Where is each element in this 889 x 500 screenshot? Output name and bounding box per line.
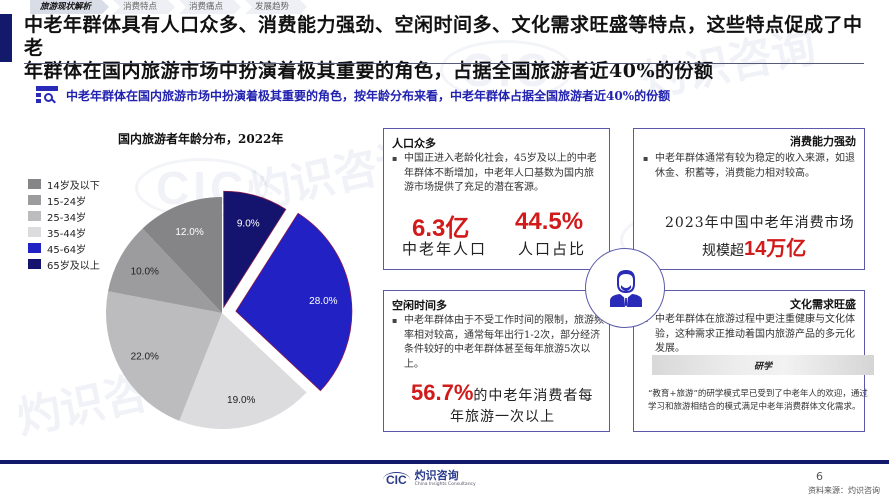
title-accent-bar bbox=[0, 14, 12, 62]
tab-trends[interactable]: 发展趋势 bbox=[245, 0, 307, 14]
pie-slice-label: 19.0% bbox=[227, 395, 255, 406]
tab-consumption-features[interactable]: 消费特点 bbox=[113, 0, 175, 14]
stat-share-value: 44.5% bbox=[515, 208, 584, 235]
card-leisure-title: 空闲时间多 bbox=[392, 299, 447, 312]
title-line-1: 中老年群体具有人口众多、消费能力强劲、空闲时间多、文化需求旺盛等特点，这些特点促… bbox=[24, 14, 863, 59]
legend-item: 25-34岁 bbox=[28, 208, 100, 224]
elderly-person-icon bbox=[610, 270, 642, 307]
card-leisure-body: 中老年群体由于不受工作时间的限制，旅游频率相对较高，通常每年出行1-2次，部分经… bbox=[392, 314, 604, 372]
logo-en: China Insights Consultancy bbox=[414, 482, 476, 487]
footer-divider bbox=[0, 460, 889, 464]
legend-label: 14岁及以下 bbox=[47, 180, 100, 192]
stat-share-label: 人口占比 bbox=[518, 240, 587, 258]
tab-pain-points[interactable]: 消费痛点 bbox=[179, 0, 241, 14]
legend-label: 65岁及以上 bbox=[47, 260, 100, 272]
legend-item: 15-24岁 bbox=[28, 192, 100, 208]
pie-slice bbox=[108, 228, 222, 313]
page-number: 6 bbox=[816, 470, 823, 483]
card-culture-body: 中老年群体在旅游过程中更注重健康与文化体验，这种需求正推动着国内旅游产品的多元化… bbox=[643, 313, 861, 357]
legend-swatch bbox=[28, 179, 41, 189]
pie-slice-label: 22.0% bbox=[131, 351, 159, 362]
legend-item: 35-44岁 bbox=[28, 224, 100, 240]
pie-slice bbox=[235, 212, 353, 392]
card-spending-body: 中老年群体通常有较为稳定的收入来源，如退休金、积蓄等，消费能力相对较高。 bbox=[643, 152, 855, 181]
research-banner: 研学 bbox=[652, 355, 874, 375]
title-divider bbox=[24, 63, 864, 64]
page-title: 中老年群体具有人口众多、消费能力强劲、空闲时间多、文化需求旺盛等特点，这些特点促… bbox=[24, 14, 874, 83]
legend-item: 14岁及以下 bbox=[28, 176, 100, 192]
watermark-cn: 灼识咨询 bbox=[12, 358, 196, 445]
pie-slice bbox=[142, 197, 222, 313]
subheading-text: 中老年群体在国内旅游市场中扮演着极其重要的角色，按年龄分布来看，中老年群体占据全… bbox=[66, 88, 671, 103]
leisure-highlight-value: 56.7% bbox=[411, 380, 474, 405]
research-text: “教育+旅游”的研学模式早已受到了中老年人的欢迎，通过学习和旅游相结合的模式满足… bbox=[648, 389, 868, 412]
source-note: 资料来源：灼识咨询 bbox=[808, 486, 880, 495]
legend-item: 65岁及以上 bbox=[28, 256, 100, 272]
spending-highlight-line2: 规模超 14万亿 bbox=[702, 232, 806, 261]
legend-label: 15-24岁 bbox=[47, 196, 87, 208]
spending-highlight-line1: 2023年中国中老年消费市场 bbox=[665, 215, 855, 231]
pie-slice-label: 9.0% bbox=[237, 219, 260, 230]
legend-swatch bbox=[28, 227, 41, 237]
cic-logo-mark: CIC bbox=[383, 471, 410, 487]
spending-highlight-value: 14万亿 bbox=[744, 238, 807, 260]
pie-slice bbox=[105, 291, 222, 421]
section-nav: 旅游现状解析 消费特点 消费痛点 发展趋势 bbox=[30, 0, 311, 14]
legend-item: 45-64岁 bbox=[28, 240, 100, 256]
pie-slice bbox=[223, 190, 287, 309]
chart-title: 国内旅游者年龄分布，2022年 bbox=[118, 132, 284, 146]
pie-slice-label: 12.0% bbox=[175, 227, 203, 238]
stat-population-value: 6.3亿 bbox=[412, 215, 470, 242]
pie-slice bbox=[179, 313, 307, 429]
logo-cn: 灼识咨询 bbox=[414, 469, 459, 482]
legend-swatch bbox=[28, 259, 41, 269]
card-population-body: 中国正进入老龄化社会，45岁及以上的中老年群体不断增加，中老年人口基数为国内旅游… bbox=[392, 152, 602, 196]
legend-swatch bbox=[28, 243, 41, 253]
card-spending-title: 消费能力强劲 bbox=[790, 135, 856, 148]
tab-current-status[interactable]: 旅游现状解析 bbox=[30, 0, 109, 14]
card-culture-title: 文化需求旺盛 bbox=[790, 298, 856, 311]
spending-highlight-prefix: 规模超 bbox=[702, 243, 744, 259]
legend-label: 35-44岁 bbox=[47, 228, 87, 240]
search-list-icon bbox=[36, 86, 58, 104]
leisure-highlight-line1: 56.7% 的中老年消费者每 bbox=[411, 380, 593, 406]
center-hub bbox=[585, 248, 665, 328]
title-line-2: 年群体在国内旅游市场中扮演着极其重要的角色，占据全国旅游者近40%的份额 bbox=[24, 60, 714, 82]
subheading: 中老年群体在国内旅游市场中扮演着极其重要的角色，按年龄分布来看，中老年群体占据全… bbox=[36, 86, 670, 104]
legend-label: 25-34岁 bbox=[47, 212, 87, 224]
watermark-cic: CIC bbox=[135, 158, 269, 218]
leisure-highlight-suffix: 的中老年消费者每 bbox=[473, 388, 594, 404]
legend-swatch bbox=[28, 195, 41, 205]
legend-swatch bbox=[28, 211, 41, 221]
pie-slice-label: 28.0% bbox=[309, 296, 337, 307]
legend-label: 45-64岁 bbox=[47, 244, 87, 256]
pie-slice-label: 10.0% bbox=[131, 267, 159, 278]
stat-population-label: 中老年人口 bbox=[402, 240, 488, 258]
footer-logo: CIC 灼识咨询 China Insights Consultancy bbox=[383, 470, 476, 488]
card-population-title: 人口众多 bbox=[392, 137, 436, 150]
leisure-highlight-line2: 年旅游一次以上 bbox=[450, 409, 555, 425]
chart-legend: 14岁及以下 15-24岁 25-34岁 35-44岁 45-64岁 65岁及以上 bbox=[28, 176, 100, 272]
